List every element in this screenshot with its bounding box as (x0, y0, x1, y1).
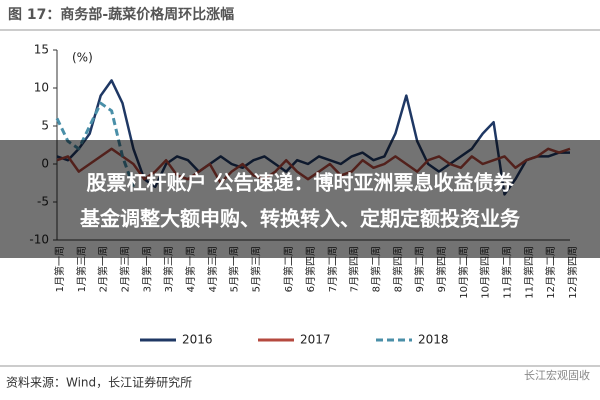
legend-label: 2016 (182, 333, 213, 347)
y-axis-label: (%) (72, 51, 93, 65)
source: 资料来源：Wind，长江证券研究所 (6, 375, 192, 390)
x-tick-label: 12月第二周 (544, 246, 557, 299)
x-tick-label: 10月第二周 (457, 246, 470, 299)
x-tick-label: 10月第四周 (479, 246, 492, 299)
overlay-banner (0, 140, 600, 258)
x-tick-label: 11月第四周 (522, 246, 535, 299)
chart-title: 图 17：商务部-蔬菜价格周环比涨幅 (8, 6, 234, 23)
legend-label: 2017 (300, 333, 331, 347)
y-tick-label: 15 (34, 43, 49, 57)
overlay-text: 基金调整大额申购、转换转入、定期定额投资业务 (80, 207, 521, 231)
y-tick-label: 5 (41, 119, 49, 133)
legend-label: 2018 (418, 333, 449, 347)
x-tick-label: 11月第二周 (501, 246, 514, 299)
y-tick-label: 10 (34, 81, 49, 95)
overlay-text: 股票杠杆账户 公告速递：博时亚洲票息收益债券 (87, 171, 515, 195)
x-tick-label: 12月第四周 (566, 246, 579, 299)
watermark: 长江宏观固收 (524, 368, 590, 382)
